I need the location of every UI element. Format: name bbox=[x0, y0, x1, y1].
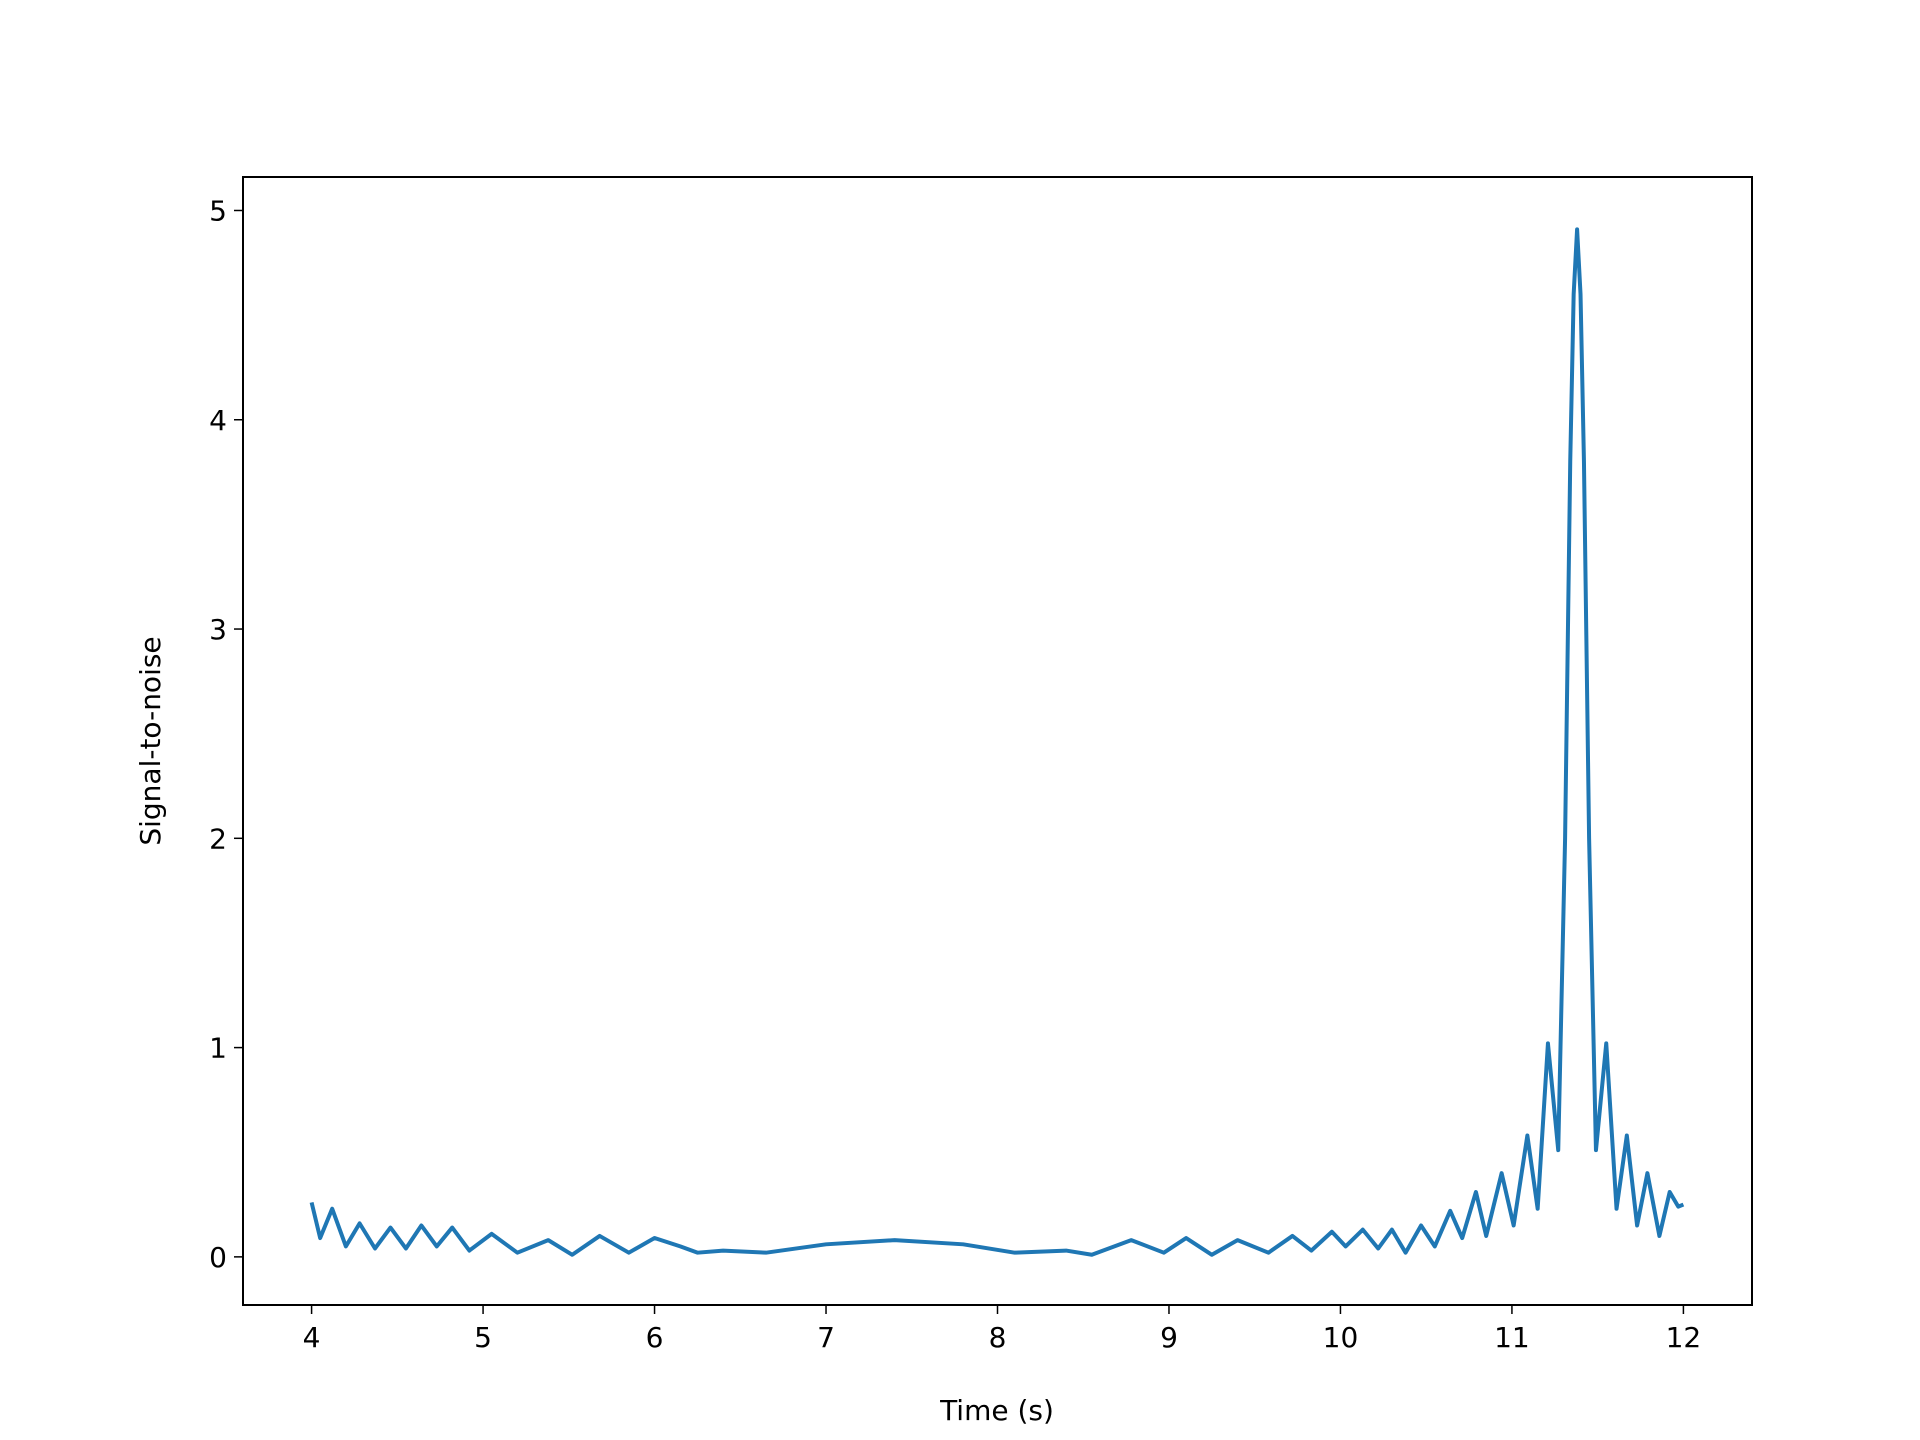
x-tick-label: 9 bbox=[1160, 1321, 1178, 1354]
x-tick-label: 11 bbox=[1494, 1321, 1530, 1354]
x-tick-label: 6 bbox=[646, 1321, 664, 1354]
y-tick-label: 3 bbox=[209, 613, 227, 646]
x-tick-label: 8 bbox=[989, 1321, 1007, 1354]
x-tick-label: 7 bbox=[817, 1321, 835, 1354]
x-tick-label: 10 bbox=[1323, 1321, 1359, 1354]
x-tick-label: 12 bbox=[1666, 1321, 1702, 1354]
line bbox=[309, 227, 1685, 1257]
x-axis-label: Time (s) bbox=[939, 1394, 1054, 1427]
plot-frame bbox=[242, 176, 1753, 1306]
x-tick-label: 5 bbox=[474, 1321, 492, 1354]
y-tick-label: 4 bbox=[209, 404, 227, 437]
y-tick-label: 2 bbox=[209, 822, 227, 855]
y-tick-label: 0 bbox=[209, 1241, 227, 1274]
y-tick-label: 5 bbox=[209, 194, 227, 227]
y-axis-label: Signal-to-noise bbox=[134, 636, 167, 845]
x-tick-label: 4 bbox=[303, 1321, 321, 1354]
y-tick-label: 1 bbox=[209, 1032, 227, 1065]
